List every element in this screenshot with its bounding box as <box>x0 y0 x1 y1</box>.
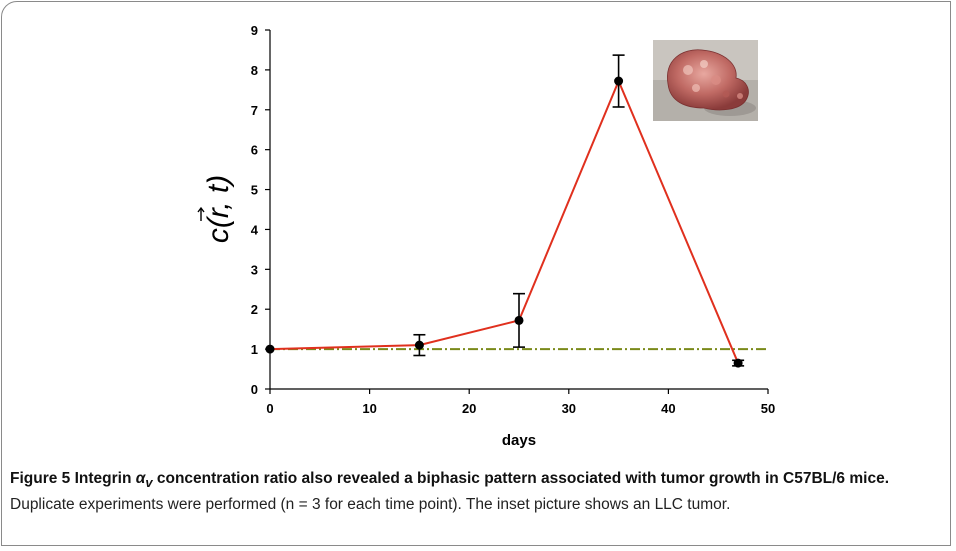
x-tick-label: 10 <box>362 401 376 416</box>
y-label-prefix: c( <box>202 215 235 243</box>
y-tick-label: 5 <box>251 183 258 198</box>
y-tick-label: 1 <box>251 342 258 357</box>
data-point <box>614 76 624 86</box>
data-point <box>414 340 424 350</box>
series-layer <box>265 54 745 368</box>
y-tick-label: 2 <box>251 302 258 317</box>
y-tick-label: 8 <box>251 63 258 78</box>
figure-caption: Figure 5 Integrin αv concentration ratio… <box>10 468 940 516</box>
figure-title: Integrin αv concentration ratio also rev… <box>74 470 889 491</box>
figure-label: Figure 5 <box>10 470 71 487</box>
y-tick-label: 9 <box>251 23 258 38</box>
y-label-suffix: , t) <box>202 175 235 210</box>
data-point <box>514 315 524 325</box>
y-tick-label: 6 <box>251 143 258 158</box>
line-chart: 0 10 20 30 40 50 0 1 2 3 4 5 6 7 8 9 days c(r, t) <box>197 23 775 449</box>
y-ticks: 0 1 2 3 4 5 6 7 8 9 <box>251 23 270 397</box>
y-tick-label: 3 <box>251 262 258 277</box>
y-tick-label: 4 <box>251 222 259 237</box>
data-point <box>265 344 275 354</box>
x-tick-label: 30 <box>562 401 576 416</box>
chart-axes <box>269 30 768 390</box>
inset-tumor-photo <box>653 40 758 121</box>
y-tick-label: 7 <box>251 103 258 118</box>
x-tick-label: 50 <box>761 401 775 416</box>
data-point <box>733 358 743 368</box>
x-tick-label: 20 <box>462 401 476 416</box>
vector-arrow-icon <box>197 206 205 221</box>
x-tick-label: 40 <box>661 401 675 416</box>
x-axis-label: days <box>502 432 536 449</box>
alpha-subscript: v <box>145 475 153 491</box>
y-tick-label: 0 <box>251 382 258 397</box>
title-prefix: Integrin <box>74 470 136 487</box>
title-suffix: concentration ratio also revealed a biph… <box>152 470 889 487</box>
y-axis-label: c(r, t) <box>197 175 235 243</box>
series-line <box>269 78 740 364</box>
alpha-symbol: α <box>135 470 146 487</box>
caption-body: Duplicate experiments were performed (n … <box>10 496 731 514</box>
x-ticks: 0 10 20 30 40 50 <box>266 389 775 416</box>
svg-text:c(r, t): c(r, t) <box>202 175 235 243</box>
y-label-vector: r <box>202 207 235 218</box>
x-tick-label: 0 <box>266 401 273 416</box>
